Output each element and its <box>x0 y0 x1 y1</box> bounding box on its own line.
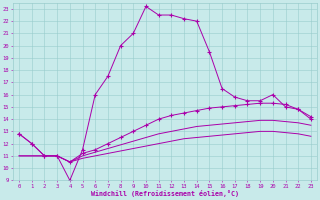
X-axis label: Windchill (Refroidissement éolien,°C): Windchill (Refroidissement éolien,°C) <box>91 190 239 197</box>
